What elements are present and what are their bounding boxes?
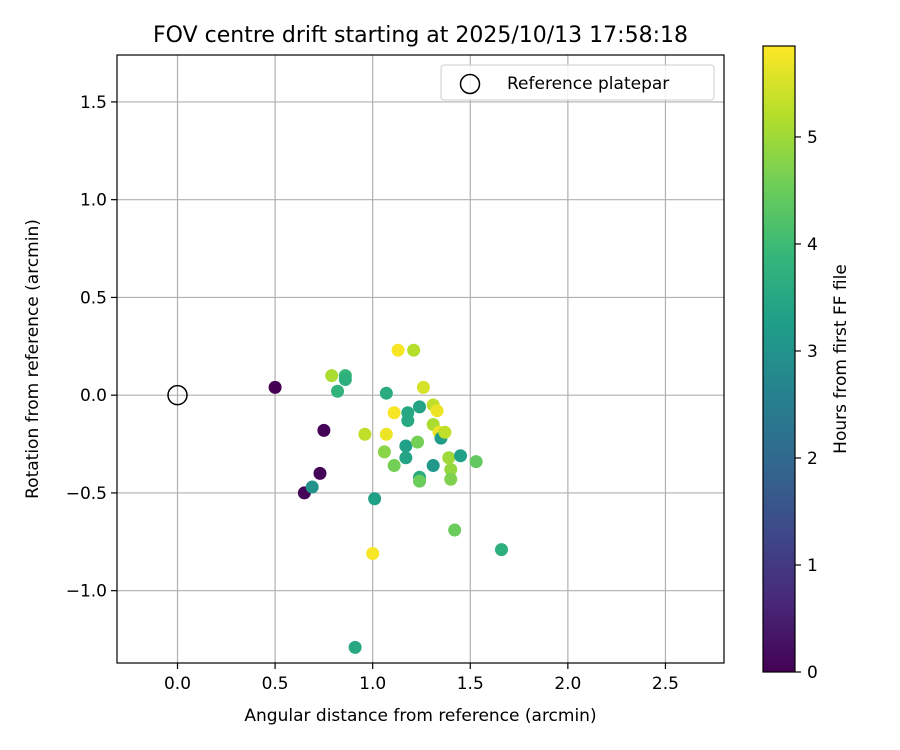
data-point <box>426 459 440 473</box>
colorbar-tick-label: 0 <box>807 663 818 683</box>
legend: Reference platepar <box>440 64 715 101</box>
x-axis-label: Angular distance from reference (arcmin) <box>244 706 596 726</box>
colorbar-tick-label: 2 <box>807 449 818 469</box>
data-point <box>368 492 382 506</box>
y-tick-label: −1.0 <box>66 582 107 602</box>
y-tick-label: 1.0 <box>80 191 107 211</box>
plot-frame <box>116 54 725 664</box>
data-point <box>313 466 327 480</box>
reference-platepar-marker <box>167 384 188 406</box>
data-point <box>454 449 468 463</box>
data-point <box>401 414 415 428</box>
data-point <box>358 427 372 441</box>
colorbar-label: Hours from first FF file <box>831 264 851 454</box>
data-point <box>444 472 458 486</box>
grid <box>117 55 724 663</box>
plot-background <box>117 55 724 663</box>
y-axis-ticks: −1.0 −0.5 0.0 0.5 1.0 1.5 <box>66 93 117 602</box>
data-point <box>391 343 405 357</box>
data-point <box>494 543 508 557</box>
data-point <box>387 406 401 420</box>
data-point <box>413 474 427 488</box>
x-tick-label: 2.0 <box>554 674 581 694</box>
data-point <box>413 400 427 414</box>
data-point <box>448 523 462 537</box>
data-point <box>399 451 413 465</box>
data-point <box>407 343 421 357</box>
data-point <box>338 373 352 387</box>
legend-reference-marker <box>459 73 481 95</box>
data-point <box>444 462 458 476</box>
y-tick-label: −0.5 <box>66 484 107 504</box>
data-point <box>348 640 362 654</box>
x-tick-label: 1.5 <box>457 674 484 694</box>
x-tick-label: 0.5 <box>262 674 289 694</box>
data-point <box>442 451 456 465</box>
data-point <box>325 369 339 383</box>
chart-title: FOV centre drift starting at 2025/10/13 … <box>153 23 688 48</box>
data-point <box>331 384 345 398</box>
colorbar-tick-label: 3 <box>807 342 818 362</box>
data-point <box>387 459 401 473</box>
x-tick-label: 2.5 <box>652 674 679 694</box>
data-point <box>379 427 393 441</box>
data-point <box>411 435 425 449</box>
colorbar: 0 1 2 3 4 5 Hours from first FF file <box>762 45 851 683</box>
data-point <box>469 455 483 469</box>
y-axis-label: Rotation from reference (arcmin) <box>23 219 43 499</box>
y-tick-label: 1.5 <box>80 93 107 113</box>
data-point <box>305 480 319 494</box>
legend-label: Reference platepar <box>507 74 669 94</box>
x-tick-label: 1.0 <box>359 674 386 694</box>
colorbar-tick-label: 1 <box>807 556 818 576</box>
x-tick-label: 0.0 <box>164 674 191 694</box>
y-tick-label: 0.0 <box>80 386 107 406</box>
colorbar-tick-label: 5 <box>807 128 818 148</box>
y-tick-label: 0.5 <box>80 288 107 308</box>
data-markers <box>167 343 508 654</box>
data-point <box>438 425 452 439</box>
data-point <box>399 439 413 453</box>
data-point <box>268 380 282 394</box>
data-point <box>366 547 380 561</box>
data-point <box>416 380 430 394</box>
data-point <box>379 386 393 400</box>
x-axis-ticks: 0.0 0.5 1.0 1.5 2.0 2.5 <box>164 663 679 694</box>
data-point <box>430 404 444 418</box>
legend-box <box>440 64 715 101</box>
data-point <box>377 445 391 459</box>
colorbar-tick-label: 4 <box>807 235 818 255</box>
colorbar-gradient <box>762 45 796 673</box>
colorbar-ticks: 0 1 2 3 4 5 <box>795 128 818 683</box>
data-point <box>317 423 331 437</box>
